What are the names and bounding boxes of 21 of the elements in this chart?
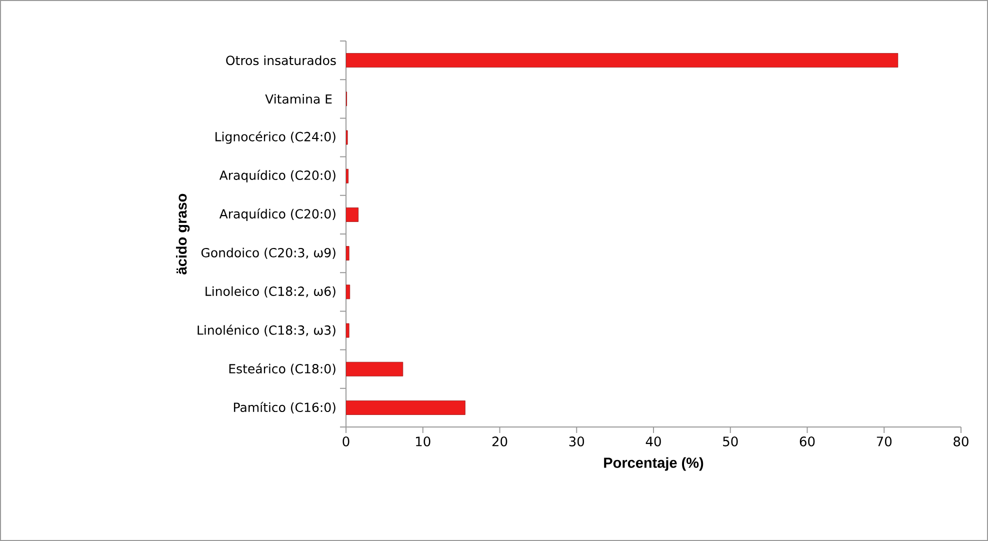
y-tick-label: Gondoico (C20:3, ω9) [201,248,336,259]
x-tick-label: 60 [800,436,815,446]
x-tick-label: 0 [342,436,350,446]
y-axis-title: äcido graso [176,194,190,274]
y-tick-label: Pamítico (C16:0) [234,402,336,414]
x-tick-label: 50 [723,436,738,446]
x-tick-label: 30 [569,436,584,446]
y-tick-label: Araquídico (C20:0) [219,208,336,222]
y-tick-label: Lignocérico (C24:0) [216,131,336,144]
y-tick-label: Linoleico (C18:2, ω6) [206,286,336,298]
y-tick-label: Esteárico (C18:0) [229,363,336,375]
x-tick-label: 80 [954,436,968,446]
x-axis-title: Porcentaje (%) [604,457,704,471]
y-tick-label: Otros insaturados [226,55,336,66]
x-tick-label: 10 [416,436,430,446]
y-tick-label: Linolénico (C18:3, ω3) [198,324,336,336]
y-tick-label: Araquídico (C20:0) [219,170,336,182]
y-tick-label: Vitamina E [265,94,332,104]
x-tick-label: 70 [876,436,892,446]
x-tick-label: 20 [492,436,508,446]
x-tick-label: 40 [646,436,661,446]
